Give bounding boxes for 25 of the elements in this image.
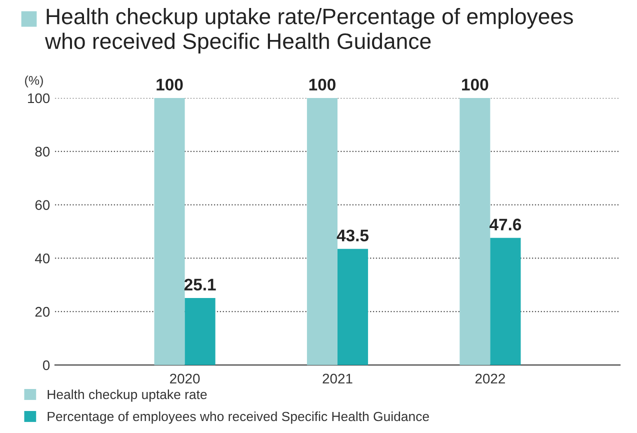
data-label: 100 xyxy=(462,78,488,91)
bar xyxy=(154,98,185,365)
legend-label: Health checkup uptake rate xyxy=(48,389,207,402)
bar xyxy=(490,238,521,365)
bar xyxy=(338,248,368,365)
x-tick-label: 2021 xyxy=(322,374,352,384)
y-tick-label: 40 xyxy=(35,254,50,264)
bar xyxy=(306,98,338,365)
data-label: 100 xyxy=(309,78,336,91)
chart-title: Health checkup uptake rate/Percentage of employees who received Specific Health Guidance xyxy=(44,8,573,54)
data-label: 43.5 xyxy=(336,230,369,242)
data-label: 100 xyxy=(156,78,183,91)
y-tick-label: 0 xyxy=(42,360,50,370)
y-tick-label: 20 xyxy=(35,306,50,317)
bar xyxy=(460,98,490,365)
x-tick-label: 2022 xyxy=(475,374,505,384)
x-tick-label: 2020 xyxy=(170,374,200,384)
y-tick-label: 100 xyxy=(28,93,50,104)
y-tick-label: 80 xyxy=(35,146,50,157)
data-label: 25.1 xyxy=(184,278,216,291)
y-tick-label: 60 xyxy=(35,200,50,210)
legend-label: Percentage of employees who received Specific Health Guidance xyxy=(48,411,429,424)
data-label: 47.6 xyxy=(490,218,522,230)
y-axis-title: (%) xyxy=(25,76,43,88)
bar xyxy=(184,298,216,365)
